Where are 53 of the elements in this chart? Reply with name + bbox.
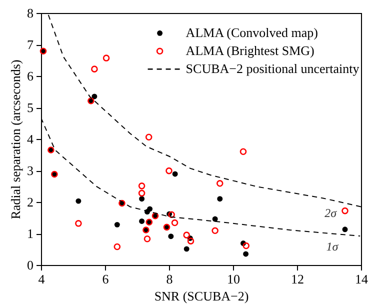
y-tick-label: 2: [27, 194, 34, 210]
point: [342, 207, 348, 214]
point: [172, 171, 178, 177]
y-tick-label: 3: [27, 163, 34, 178]
x-tick-label: 4: [38, 272, 46, 286]
y-tick-label: 1: [27, 226, 34, 241]
point: [183, 232, 190, 238]
point: [75, 220, 82, 227]
y-tick-label: 8: [27, 6, 34, 20]
point: [184, 246, 190, 252]
point: [91, 66, 98, 72]
point: [166, 167, 172, 174]
point: [242, 242, 250, 250]
point: [145, 134, 152, 140]
point: [243, 251, 249, 257]
point: [144, 235, 151, 242]
y-tick-label: 5: [27, 100, 34, 115]
point: [114, 222, 120, 228]
point: [216, 180, 224, 187]
y-axis-title: Radial separation (arcseconds): [8, 60, 23, 220]
x-tick-label: 8: [166, 272, 173, 286]
x-tick-label: 12: [291, 272, 304, 286]
point: [342, 226, 348, 232]
point: [102, 54, 110, 62]
point: [217, 196, 223, 202]
legend-label: SCUBA−2 positional uncertainty: [186, 61, 360, 76]
y-tick-label: 7: [27, 37, 34, 52]
x-tick-label: 6: [102, 272, 110, 286]
y-tick-label: 6: [27, 68, 34, 84]
y-tick-label: 4: [27, 132, 34, 146]
point: [212, 216, 218, 222]
point: [139, 196, 145, 202]
point: [114, 243, 121, 250]
point: [139, 218, 145, 224]
point: [171, 219, 178, 226]
point: [92, 94, 98, 100]
point: [168, 211, 175, 218]
x-axis-title: SNR (SCUBA−2): [154, 288, 249, 304]
point: [187, 238, 194, 244]
point: [138, 182, 146, 190]
point: [168, 234, 174, 240]
y-tick-label: 0: [27, 258, 34, 272]
point: [138, 190, 146, 197]
point: [240, 148, 247, 155]
point: [76, 198, 82, 204]
point: [212, 227, 218, 234]
legend-label: ALMA (Brightest SMG): [186, 43, 314, 58]
legend-label: ALMA (Convolved map): [186, 25, 318, 40]
annotation: 2σ: [324, 206, 338, 220]
annotation: 1σ: [326, 240, 340, 254]
point: [147, 206, 153, 212]
x-tick-label: 10: [227, 272, 240, 286]
x-tick-label: 14: [355, 272, 368, 286]
